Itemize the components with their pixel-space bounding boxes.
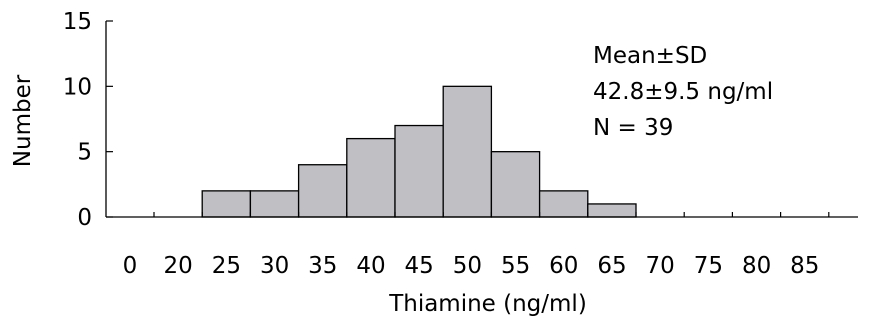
bar-25 <box>201 190 252 218</box>
x-tick-label: 65 <box>597 253 626 279</box>
bars-group <box>201 85 637 218</box>
x-tick-label: 0 <box>123 253 138 279</box>
bar-35 <box>297 164 348 218</box>
bar-40 <box>346 137 396 218</box>
y-tick-label: 15 <box>63 9 92 35</box>
bar-55 <box>490 151 541 218</box>
bar-30 <box>249 190 300 218</box>
x-tick-label: 85 <box>790 253 819 279</box>
annotation-line-1: Mean±SD <box>593 43 707 69</box>
x-tick-label: 35 <box>308 253 337 279</box>
bar-45 <box>394 124 444 218</box>
x-tick-label: 70 <box>646 253 675 279</box>
bar-50 <box>442 85 493 218</box>
x-tick-label: 60 <box>549 253 578 279</box>
axes-group <box>105 20 858 218</box>
x-tick-label: 80 <box>742 253 771 279</box>
x-tick-label: 20 <box>164 253 193 279</box>
y-tick-label: 5 <box>77 140 92 166</box>
x-tick-label: 55 <box>501 253 530 279</box>
x-tick-label: 45 <box>405 253 434 279</box>
annotation-line-3: N = 39 <box>593 115 673 141</box>
annotation-line-2: 42.8±9.5 ng/ml <box>593 79 773 105</box>
x-axis-title: Thiamine (ng/ml) <box>388 291 587 317</box>
bar-60 <box>538 190 589 218</box>
x-tick-label: 30 <box>260 253 289 279</box>
y-tick-label: 0 <box>77 205 92 231</box>
bar-65 <box>587 203 637 218</box>
y-tick-label: 10 <box>63 74 92 100</box>
x-tick-label: 25 <box>212 253 241 279</box>
x-tick-label: 40 <box>356 253 385 279</box>
y-axis-title: Number <box>10 74 36 167</box>
y-tick-labels: 0 5 10 15 <box>63 9 92 231</box>
x-tick-label: 75 <box>694 253 723 279</box>
x-tick-labels: 0 20 25 30 35 40 45 50 55 60 65 70 75 80 85 <box>123 253 820 279</box>
x-tick-label: 50 <box>453 253 482 279</box>
